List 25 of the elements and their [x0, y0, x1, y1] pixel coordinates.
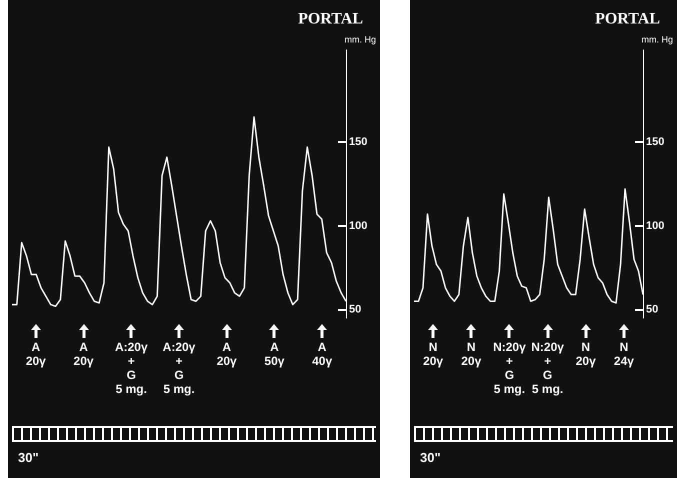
y-axis-title: mm. Hg [344, 34, 376, 44]
text: N:20γ + G 5 mg. [493, 340, 526, 396]
y-axis-title: mm. Hg [642, 34, 673, 44]
text: N 24γ [612, 339, 635, 368]
text: N:20γ + G 5 mg. [531, 340, 564, 396]
text: A 50γ [263, 339, 286, 368]
text: A 40γ [311, 339, 334, 368]
y-tick-label: 50 [646, 304, 658, 316]
y-tick-label: 100 [646, 220, 664, 232]
y-tick-label: 150 [349, 136, 368, 148]
y-tick-label: 150 [646, 136, 664, 148]
text: A:20γ + G 5 mg. [114, 339, 149, 396]
y-tick-label: 50 [349, 304, 362, 316]
text: A:20γ + G 5 mg. [162, 339, 196, 396]
text: N 20γ [461, 340, 482, 368]
chart-title: PORTAL [298, 10, 363, 28]
text: 30" [18, 450, 39, 465]
text: A 20γ [24, 339, 47, 368]
text: A 20γ [72, 339, 95, 368]
chart-title: PORTAL [595, 10, 660, 28]
text: 30" [420, 450, 441, 465]
y-tick-label: 100 [349, 220, 368, 232]
text: N 20γ [422, 339, 444, 368]
text: N 20γ [576, 340, 596, 368]
text: A 20γ [216, 339, 238, 368]
